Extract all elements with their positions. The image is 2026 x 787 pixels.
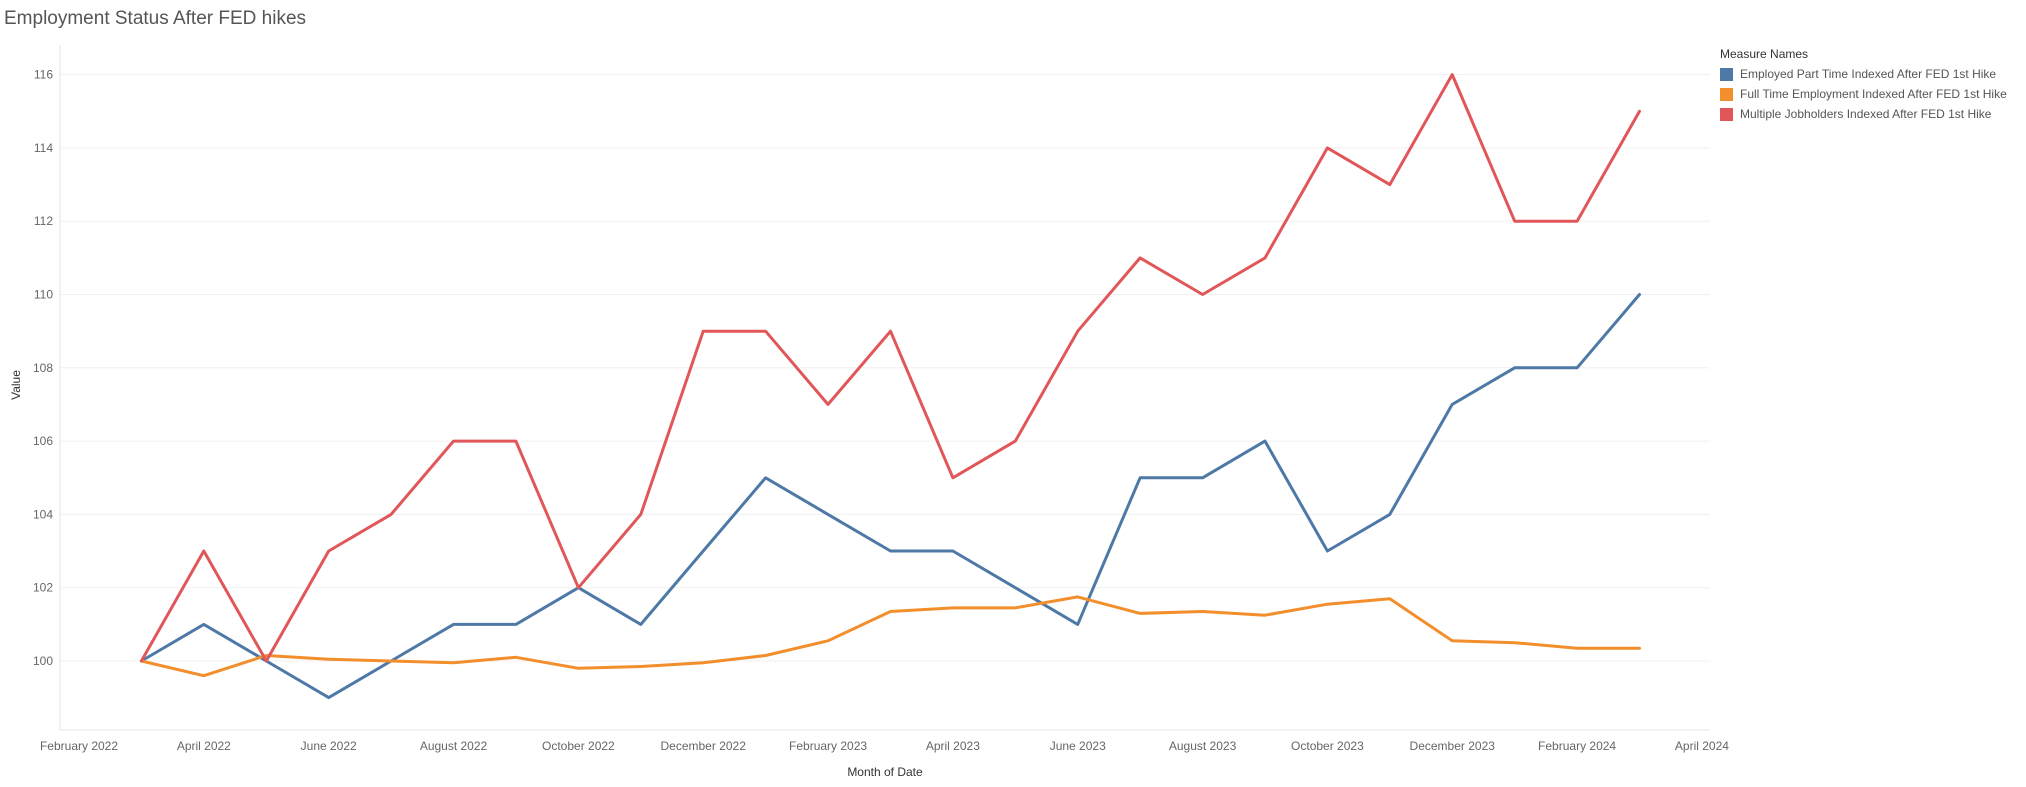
legend-label: Full Time Employment Indexed After FED 1…: [1740, 87, 2007, 101]
legend-title: Measure Names: [1720, 47, 1809, 61]
y-axis-ticks: 100 102 104 106 108 110 112 114 116: [33, 68, 53, 668]
x-tick-label: June 2023: [1050, 739, 1106, 753]
y-tick-label: 112: [34, 214, 53, 228]
y-tick-label: 116: [34, 68, 53, 82]
series-line: [139, 73, 1641, 663]
legend-item[interactable]: Multiple Jobholders Indexed After FED 1s…: [1720, 104, 2007, 124]
x-tick-label: February 2023: [789, 739, 867, 753]
legend-label: Multiple Jobholders Indexed After FED 1s…: [1740, 107, 1992, 121]
legend-label: Employed Part Time Indexed After FED 1st…: [1740, 67, 1997, 81]
y-tick-label: 104: [33, 507, 53, 521]
y-tick-label: 102: [33, 581, 53, 595]
x-tick-label: October 2023: [1291, 739, 1364, 753]
x-tick-label: June 2022: [301, 739, 357, 753]
chart-title: Employment Status After FED hikes: [4, 8, 307, 29]
x-tick-label: August 2022: [420, 739, 488, 753]
y-tick-label: 110: [34, 288, 53, 302]
x-tick-label: February 2024: [1538, 739, 1616, 753]
x-tick-label: April 2023: [926, 739, 980, 753]
y-tick-label: 114: [34, 141, 53, 155]
x-tick-label: August 2023: [1169, 739, 1237, 753]
x-tick-label: December 2023: [1410, 739, 1496, 753]
y-tick-label: 106: [33, 434, 53, 448]
x-tick-label: February 2022: [40, 739, 118, 753]
legend-swatch: [1720, 107, 1733, 121]
series-line: [139, 293, 1641, 700]
x-axis-title: Month of Date: [847, 765, 923, 779]
x-axis-ticks: February 2022 April 2022 June 2022 August 2…: [40, 739, 1729, 753]
legend-item[interactable]: Employed Part Time Indexed After FED 1st…: [1720, 64, 2007, 84]
series-line: [139, 595, 1641, 678]
x-tick-label: October 2022: [542, 739, 615, 753]
x-tick-label: April 2022: [177, 739, 231, 753]
legend-swatch: [1720, 67, 1733, 81]
y-tick-label: 108: [33, 361, 53, 375]
x-tick-label: April 2024: [1675, 739, 1729, 753]
legend: Measure Names Employed Part Time Indexed…: [1720, 47, 2007, 124]
legend-swatch: [1720, 87, 1733, 101]
y-axis-title: Value: [9, 370, 23, 400]
legend-item[interactable]: Full Time Employment Indexed After FED 1…: [1720, 84, 2007, 104]
x-tick-label: December 2022: [661, 739, 747, 753]
y-tick-label: 100: [33, 654, 53, 668]
series-lines: [139, 73, 1641, 700]
gridlines: [59, 45, 1710, 731]
